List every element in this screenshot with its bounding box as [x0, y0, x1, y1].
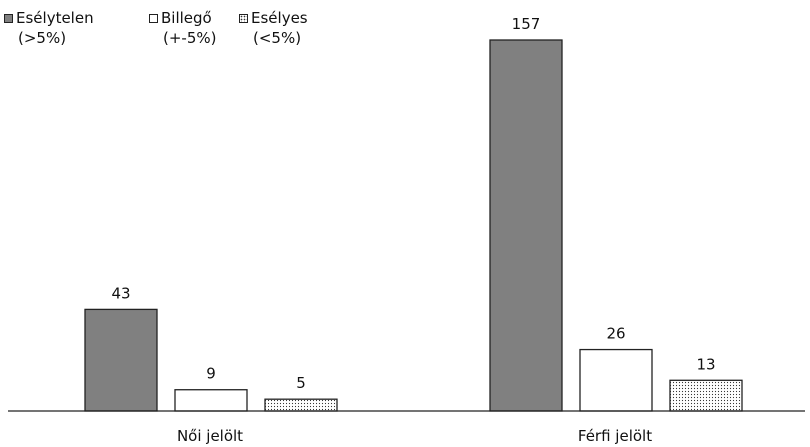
bar-eselyes: [264, 398, 338, 412]
bar-eselytelen: [489, 39, 563, 412]
bar-billego: [579, 348, 653, 412]
bar-billego: [174, 389, 248, 412]
legend-label: Esélyes: [251, 9, 308, 27]
legend-label: Billegő: [161, 9, 212, 27]
legend-sublabel: (+-5%): [163, 29, 217, 47]
data-label: 13: [696, 355, 715, 373]
bar-eselytelen: [84, 308, 158, 412]
data-label: 9: [206, 365, 216, 383]
legend-sublabel: (<5%): [253, 29, 302, 47]
bar-eselyes: [669, 379, 743, 412]
data-label: 26: [606, 325, 625, 343]
data-label: 5: [296, 374, 306, 392]
data-label: 43: [111, 284, 130, 302]
legend-swatch-gray: [4, 13, 13, 23]
legend-item-billego: Billegő (+-5%): [149, 8, 216, 48]
category-label: Férfi jelölt: [578, 427, 652, 445]
legend-label: Esélytelen: [16, 9, 94, 27]
legend-swatch-dotted: [239, 13, 248, 23]
legend-swatch-white: [149, 13, 158, 23]
legend-sublabel: (>5%): [18, 29, 67, 47]
legend-item-eselyes: Esélyes (<5%): [239, 8, 308, 48]
category-label: Női jelölt: [177, 427, 243, 445]
data-label: 157: [512, 15, 541, 33]
legend-item-eselytelen: Esélytelen (>5%): [4, 8, 94, 48]
